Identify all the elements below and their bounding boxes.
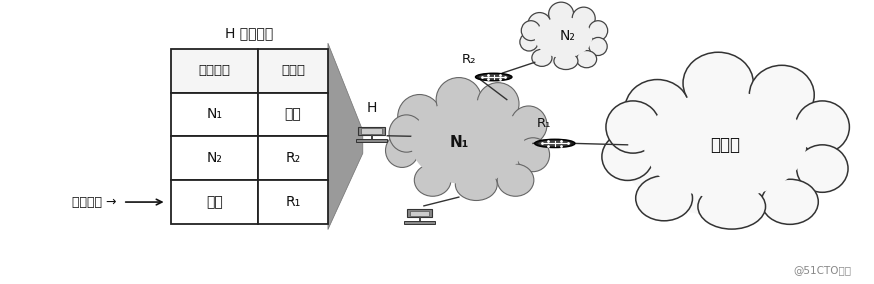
Ellipse shape bbox=[398, 95, 441, 139]
Ellipse shape bbox=[517, 138, 550, 172]
Ellipse shape bbox=[475, 73, 512, 81]
Ellipse shape bbox=[532, 49, 552, 66]
Ellipse shape bbox=[477, 83, 519, 125]
Text: R₁: R₁ bbox=[537, 117, 551, 130]
Ellipse shape bbox=[617, 74, 833, 216]
Ellipse shape bbox=[535, 17, 593, 58]
Bar bbox=[258, 136, 328, 180]
Ellipse shape bbox=[795, 101, 850, 153]
Ellipse shape bbox=[455, 168, 497, 201]
Text: 直接: 直接 bbox=[285, 107, 302, 122]
Text: 目的网络: 目的网络 bbox=[198, 64, 231, 77]
Ellipse shape bbox=[525, 10, 602, 64]
Bar bbox=[170, 180, 258, 224]
Ellipse shape bbox=[549, 2, 573, 26]
Text: N₁: N₁ bbox=[206, 107, 223, 122]
Text: 下一跳: 下一跳 bbox=[281, 64, 305, 77]
Text: R₂: R₂ bbox=[462, 53, 476, 66]
Text: 互联网: 互联网 bbox=[710, 136, 740, 154]
Ellipse shape bbox=[436, 78, 482, 122]
Polygon shape bbox=[328, 43, 363, 229]
Text: @51CTO博客: @51CTO博客 bbox=[794, 265, 851, 275]
Ellipse shape bbox=[411, 100, 524, 184]
Bar bbox=[170, 136, 258, 180]
Ellipse shape bbox=[761, 179, 818, 224]
Ellipse shape bbox=[554, 52, 578, 70]
Bar bbox=[356, 139, 387, 142]
Ellipse shape bbox=[497, 164, 534, 196]
Ellipse shape bbox=[535, 139, 575, 148]
Ellipse shape bbox=[644, 91, 806, 198]
Text: N₂: N₂ bbox=[206, 151, 222, 165]
Ellipse shape bbox=[606, 101, 660, 153]
Ellipse shape bbox=[588, 21, 607, 41]
Ellipse shape bbox=[589, 37, 607, 55]
Ellipse shape bbox=[520, 33, 538, 51]
Text: N₂: N₂ bbox=[560, 29, 576, 43]
Ellipse shape bbox=[683, 52, 753, 114]
Bar bbox=[170, 49, 258, 93]
Ellipse shape bbox=[510, 106, 547, 144]
Bar bbox=[410, 211, 429, 216]
Ellipse shape bbox=[385, 133, 419, 168]
Ellipse shape bbox=[528, 12, 551, 35]
Bar bbox=[358, 127, 385, 135]
Ellipse shape bbox=[538, 141, 572, 146]
Ellipse shape bbox=[749, 65, 815, 125]
Text: R₂: R₂ bbox=[286, 151, 301, 165]
Text: H 的路由表: H 的路由表 bbox=[225, 26, 274, 40]
Ellipse shape bbox=[521, 21, 540, 41]
Ellipse shape bbox=[389, 83, 546, 201]
Bar bbox=[405, 221, 434, 224]
Ellipse shape bbox=[602, 133, 653, 180]
Ellipse shape bbox=[577, 51, 597, 68]
Bar bbox=[258, 49, 328, 93]
Text: R₁: R₁ bbox=[286, 195, 301, 209]
Ellipse shape bbox=[698, 184, 766, 229]
Ellipse shape bbox=[796, 145, 848, 192]
Ellipse shape bbox=[414, 164, 451, 196]
Text: H: H bbox=[366, 101, 377, 115]
Ellipse shape bbox=[625, 80, 690, 139]
Ellipse shape bbox=[635, 176, 692, 221]
Ellipse shape bbox=[479, 74, 509, 80]
Bar bbox=[170, 93, 258, 136]
Bar bbox=[258, 180, 328, 224]
Bar bbox=[361, 128, 382, 133]
Bar bbox=[258, 93, 328, 136]
Text: 其他: 其他 bbox=[206, 195, 223, 209]
Ellipse shape bbox=[389, 115, 424, 152]
Text: N₁: N₁ bbox=[449, 135, 468, 149]
Text: 默认路由 →: 默认路由 → bbox=[73, 196, 117, 208]
Ellipse shape bbox=[572, 7, 595, 30]
Bar bbox=[407, 209, 432, 217]
